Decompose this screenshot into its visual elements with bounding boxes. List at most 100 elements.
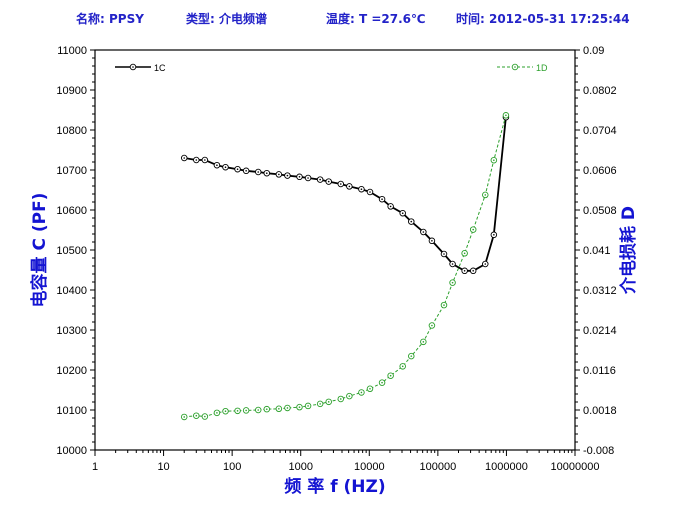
legend-1d-label: 1D <box>536 63 548 73</box>
y-left-tick-label: 10700 <box>56 165 87 177</box>
y-right-tick-label: 0.0116 <box>583 365 616 377</box>
x-axis-title: 频 率 f (HZ) <box>284 476 385 497</box>
series-1d-point <box>346 392 353 400</box>
series-1c-point <box>346 183 353 190</box>
series-1c-point <box>242 167 250 175</box>
info-header: 名称: PPSY 类型: 介电频谱 温度: T =27.6℃ 时间: 2012-… <box>0 0 694 30</box>
left-y-axis-ticks: 10000 10100 10200 10300 10400 10500 10600 10700… <box>56 45 95 457</box>
series-1c-point <box>254 168 262 176</box>
series-1c-point <box>284 172 291 179</box>
series-1d-point <box>201 413 209 420</box>
series-1c-point <box>201 156 209 164</box>
series-1c-point <box>428 237 436 245</box>
y-right-tick-label: 0.0606 <box>583 165 617 177</box>
series-1d-point <box>222 407 229 415</box>
y-left-tick-label: 10900 <box>56 85 87 97</box>
x-tick-label: 10 <box>157 461 169 473</box>
series-1d-point <box>325 398 332 406</box>
series-1c-point <box>420 228 427 236</box>
series-1d-point <box>242 407 250 414</box>
series-1d-point <box>378 379 386 386</box>
series-1d-point <box>254 406 262 414</box>
series-1c-line <box>184 117 507 272</box>
series-1d-point <box>296 403 303 411</box>
series-1c-point <box>275 171 283 178</box>
series-layer <box>180 112 510 421</box>
right-y-axis-title: 介电损耗 D <box>618 206 639 295</box>
y-left-tick-label: 10200 <box>56 365 87 377</box>
x-tick-label: 1000 <box>288 461 312 473</box>
series-1c-point <box>263 169 271 177</box>
y-right-tick-label: 0.0312 <box>583 285 617 297</box>
series-1c-point <box>469 267 477 275</box>
y-right-tick-label: -0.008 <box>583 445 614 457</box>
series-1c-point <box>296 173 303 181</box>
legend-1c-marker <box>129 63 137 71</box>
y-right-tick-label: 0.09 <box>583 45 604 57</box>
series-1d-point <box>449 279 456 286</box>
series-1c-point <box>358 185 365 193</box>
y-right-tick-label: 0.0802 <box>583 85 617 97</box>
series-1c-point <box>461 267 468 275</box>
legend-1c-label: 1C <box>154 63 166 73</box>
right-y-axis-ticks: -0.008 0.0018 0.0116 0.0214 0.0312 0.041 0.050… <box>575 45 617 457</box>
series-1d-point <box>234 407 241 415</box>
series-1d-point <box>461 250 468 257</box>
series-1d-point <box>399 363 406 370</box>
y-right-tick-label: 0.0508 <box>583 205 617 217</box>
x-tick-label: 100 <box>223 461 241 473</box>
series-1c-point <box>222 163 229 171</box>
series-1d-point <box>358 389 365 396</box>
series-1c-point <box>490 231 498 239</box>
series-1d-point <box>387 372 394 379</box>
series-1d-point <box>502 112 510 119</box>
series-1d-point <box>337 395 345 403</box>
temperature-text: 温度: T =27.6℃ <box>326 12 426 26</box>
plot-frame <box>94 49 576 451</box>
series-1d-point <box>469 226 477 233</box>
series-1d-point <box>482 191 489 199</box>
x-tick-label: 10000 <box>354 461 385 473</box>
series-1d-point <box>284 404 291 412</box>
series-1d-point <box>316 400 324 408</box>
legend-1c: 1C <box>115 63 166 73</box>
y-left-tick-label: 10400 <box>56 285 87 297</box>
y-left-tick-label: 11000 <box>57 45 87 57</box>
series-1d-point <box>366 385 374 393</box>
series-1c-point <box>213 161 221 169</box>
series-1d-point <box>180 413 188 421</box>
legend-1d-marker <box>511 63 519 71</box>
series-1d-point <box>490 156 498 164</box>
series-1d-point <box>440 301 448 309</box>
series-1d-point <box>304 402 312 410</box>
series-1c-point <box>408 218 415 225</box>
y-right-tick-label: 0.041 <box>583 245 611 257</box>
series-1c-point <box>193 156 200 164</box>
series-1c-point <box>482 260 489 268</box>
y-right-tick-label: 0.0018 <box>583 405 617 417</box>
series-1d-point <box>428 322 436 329</box>
test-type-text: 类型: 介电频谱 <box>186 12 267 26</box>
legend-layer: 1C 1D <box>115 63 548 73</box>
series-1c-point <box>180 154 188 162</box>
series-1c-point <box>366 188 374 196</box>
timestamp-text: 时间: 2012-05-31 17:25:44 <box>456 12 630 26</box>
y-left-tick-label: 10300 <box>56 325 87 337</box>
legend-1d: 1D <box>497 63 548 73</box>
series-1d-point <box>275 405 283 413</box>
x-tick-label: 100000 <box>419 461 456 473</box>
y-right-tick-label: 0.0704 <box>583 125 617 137</box>
series-1c-point <box>399 209 406 217</box>
series-1d-point <box>408 352 415 360</box>
x-tick-label: 1 <box>92 461 98 473</box>
series-1c-point <box>449 260 456 268</box>
series-1c-point <box>337 180 345 188</box>
series-1c-point <box>387 203 394 210</box>
y-left-tick-label: 10800 <box>56 125 87 137</box>
series-1c-point <box>378 195 386 203</box>
series-1d-point <box>193 412 200 419</box>
x-axis-ticks: 1 10 100 1000 10000 100000 1000000 10000000 <box>92 450 599 473</box>
y-left-tick-label: 10000 <box>56 445 87 457</box>
series-1d-point <box>263 405 271 413</box>
